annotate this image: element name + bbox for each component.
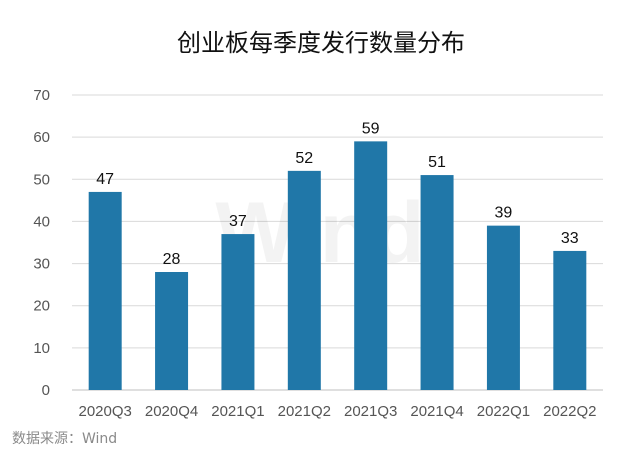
x-tick-label: 2022Q2 bbox=[543, 403, 596, 420]
chart-title: 创业板每季度发行数量分布 bbox=[177, 29, 465, 57]
bar bbox=[553, 250, 587, 390]
y-tick-label: 30 bbox=[33, 256, 50, 273]
x-tick-label: 2021Q3 bbox=[344, 403, 397, 420]
bar bbox=[287, 170, 321, 390]
x-axis: 2020Q3 2020Q4 2021Q1 2021Q2 2021Q3 2021Q4 2022… bbox=[78, 403, 596, 420]
bar bbox=[221, 234, 255, 390]
bar bbox=[155, 272, 189, 390]
data-label: 37 bbox=[229, 213, 247, 230]
y-tick-label: 60 bbox=[33, 129, 50, 146]
y-tick-label: 10 bbox=[33, 340, 50, 357]
bar bbox=[420, 175, 454, 390]
x-tick-label: 2022Q1 bbox=[477, 403, 530, 420]
data-labels: 47 28 37 52 59 51 39 33 bbox=[96, 120, 579, 268]
y-axis: 0 10 20 30 40 50 60 70 bbox=[33, 87, 50, 399]
data-label: 59 bbox=[362, 120, 380, 137]
data-label: 51 bbox=[428, 154, 446, 171]
bar bbox=[354, 141, 388, 390]
bar bbox=[486, 225, 520, 390]
data-label: 39 bbox=[495, 205, 513, 222]
y-tick-label: 50 bbox=[33, 171, 50, 188]
bar bbox=[88, 191, 122, 390]
data-label: 52 bbox=[295, 150, 313, 167]
data-label: 28 bbox=[163, 251, 181, 268]
data-label: 47 bbox=[96, 171, 114, 188]
x-tick-label: 2021Q1 bbox=[211, 403, 264, 420]
x-tick-label: 2021Q4 bbox=[410, 403, 463, 420]
bars bbox=[88, 141, 587, 390]
y-tick-label: 20 bbox=[33, 298, 50, 315]
x-tick-label: 2020Q4 bbox=[145, 403, 198, 420]
data-label: 33 bbox=[561, 230, 579, 247]
y-tick-label: 40 bbox=[33, 213, 50, 230]
x-tick-label: 2020Q3 bbox=[78, 403, 131, 420]
x-tick-label: 2021Q2 bbox=[278, 403, 331, 420]
y-tick-label: 0 bbox=[42, 382, 50, 399]
source-note: 数据来源：Wind bbox=[12, 431, 117, 447]
y-tick-label: 70 bbox=[33, 87, 50, 104]
